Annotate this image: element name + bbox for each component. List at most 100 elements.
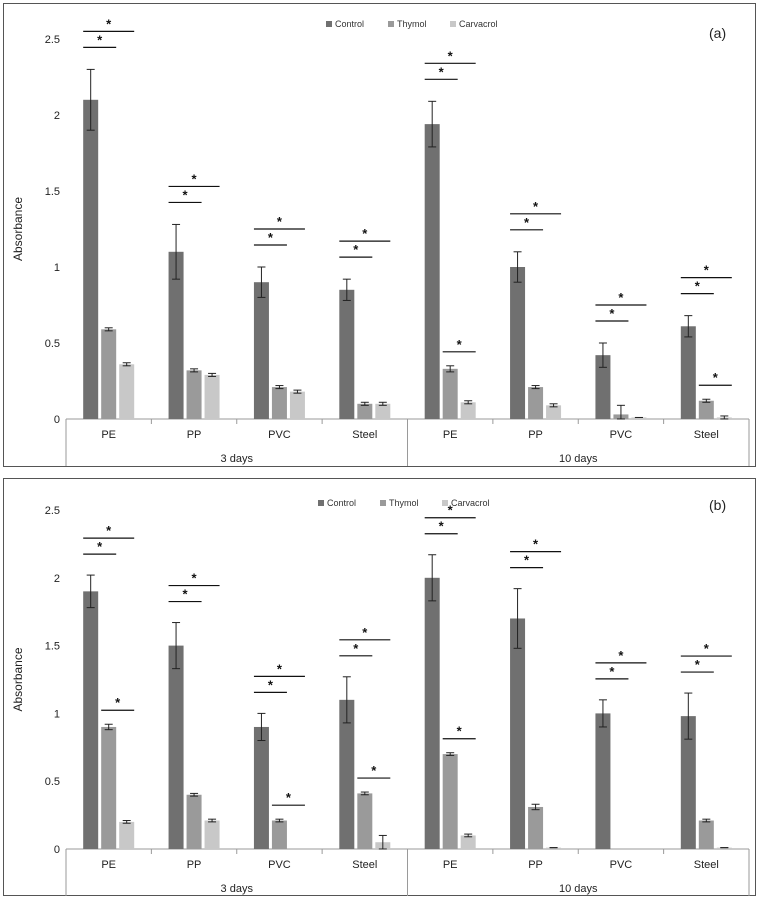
bar-control	[510, 618, 526, 849]
bar-carvacrol	[716, 847, 732, 849]
bar-control	[83, 99, 99, 420]
bar-control	[424, 577, 440, 849]
significance-star: *	[183, 187, 189, 202]
category-label: PP	[187, 429, 202, 441]
category-label: Steel	[694, 429, 719, 441]
bar-control	[168, 645, 184, 849]
significance-star: *	[618, 648, 624, 663]
bar-thymol	[357, 793, 373, 849]
chart-b-svg: 0 0.5 1 1.5 2 2.5 Absorbance PE PP PVC Steel PE PP PV…	[11, 497, 750, 896]
bar-thymol	[698, 400, 714, 419]
bar-thymol	[186, 794, 202, 849]
bar-carvacrol	[375, 403, 391, 419]
bar-thymol	[528, 806, 544, 849]
significance-star: *	[695, 279, 701, 294]
y-tick-label: 2.5	[45, 34, 60, 46]
category-label: PE	[443, 859, 458, 871]
category-label: PVC	[268, 859, 291, 871]
group-label: 10 days	[559, 453, 598, 465]
chart-panel-a: 0 0.5 1 1.5 2 2.5 Absorbance PE PP PVC Steel PE PP PV…	[3, 3, 756, 467]
significance-star: *	[457, 337, 463, 352]
y-tick-label: 0.5	[45, 776, 60, 788]
y-tick-label: 2.5	[45, 505, 60, 517]
legend-swatch-thymol	[380, 500, 386, 506]
y-tick-label: 1.5	[45, 186, 60, 198]
significance-star: *	[97, 32, 103, 47]
y-tick-label: 1	[54, 708, 60, 720]
y-tick-label: 2	[54, 110, 60, 122]
significance-star: *	[286, 790, 292, 805]
significance-star: *	[609, 664, 615, 679]
significance-star: *	[618, 290, 624, 305]
panel-label: (a)	[709, 25, 726, 41]
legend-label: Carvacrol	[459, 19, 498, 29]
significance-star: *	[448, 48, 454, 63]
significance-star: *	[115, 695, 121, 710]
significance-star: *	[268, 677, 274, 692]
bar-carvacrol	[546, 405, 562, 419]
bar-carvacrol	[204, 374, 220, 419]
significance-star: *	[192, 171, 198, 186]
legend-label: Carvacrol	[451, 498, 490, 508]
significance-star: *	[533, 199, 539, 214]
bar-control	[168, 251, 184, 419]
bar-thymol	[357, 403, 373, 419]
significance-star: *	[277, 214, 283, 229]
category-label: PP	[528, 429, 543, 441]
significance-star: *	[106, 16, 112, 31]
bar-thymol	[442, 754, 458, 849]
category-label: PVC	[610, 429, 633, 441]
bar-control	[680, 326, 696, 419]
bar-control	[253, 282, 269, 419]
bar-thymol	[101, 329, 117, 419]
category-label: PP	[187, 859, 202, 871]
bar-thymol	[442, 368, 458, 419]
legend-label: Thymol	[397, 19, 427, 29]
bar-control	[595, 713, 611, 849]
significance-star: *	[97, 539, 103, 554]
significance-star: *	[533, 537, 539, 552]
significance-star: *	[524, 553, 530, 568]
bar-control	[253, 726, 269, 849]
significance-star: *	[268, 230, 274, 245]
chart-a-svg: 0 0.5 1 1.5 2 2.5 Absorbance PE PP PVC Steel PE PP PV…	[11, 16, 750, 466]
significance-star: *	[439, 64, 445, 79]
bar-carvacrol	[119, 821, 135, 849]
group-label: 3 days	[221, 883, 254, 895]
category-label: PE	[101, 429, 116, 441]
legend-label: Control	[335, 19, 364, 29]
group-label: 3 days	[221, 453, 254, 465]
category-label: Steel	[352, 859, 377, 871]
significance-star: *	[192, 571, 198, 586]
y-tick-label: 0.5	[45, 338, 60, 350]
significance-star: *	[448, 503, 454, 518]
significance-star: *	[277, 661, 283, 676]
bar-control	[424, 124, 440, 420]
group-label: 10 days	[559, 883, 598, 895]
bar-control	[339, 289, 355, 419]
bar-thymol	[271, 387, 287, 419]
significance-star: *	[353, 641, 359, 656]
significance-star: *	[704, 263, 710, 278]
legend-label: Thymol	[389, 498, 419, 508]
y-tick-label: 0	[54, 844, 60, 856]
significance-star: *	[371, 763, 377, 778]
legend-swatch-control	[326, 21, 332, 27]
bar-carvacrol	[631, 417, 647, 419]
significance-star: *	[362, 226, 368, 241]
bar-carvacrol	[460, 402, 476, 419]
bar-thymol	[101, 726, 117, 849]
y-axis-title: Absorbance	[11, 647, 25, 711]
category-label: PVC	[268, 429, 291, 441]
y-tick-label: 2	[54, 573, 60, 585]
bar-thymol	[528, 387, 544, 419]
legend-swatch-carvacrol	[450, 21, 456, 27]
significance-star: *	[524, 215, 530, 230]
bar-thymol	[698, 820, 714, 849]
bar-control	[595, 355, 611, 419]
category-label: PVC	[610, 859, 633, 871]
bar-control	[83, 591, 99, 849]
legend-label: Control	[327, 498, 356, 508]
bar-control	[680, 716, 696, 849]
panel-label: (b)	[709, 497, 726, 513]
